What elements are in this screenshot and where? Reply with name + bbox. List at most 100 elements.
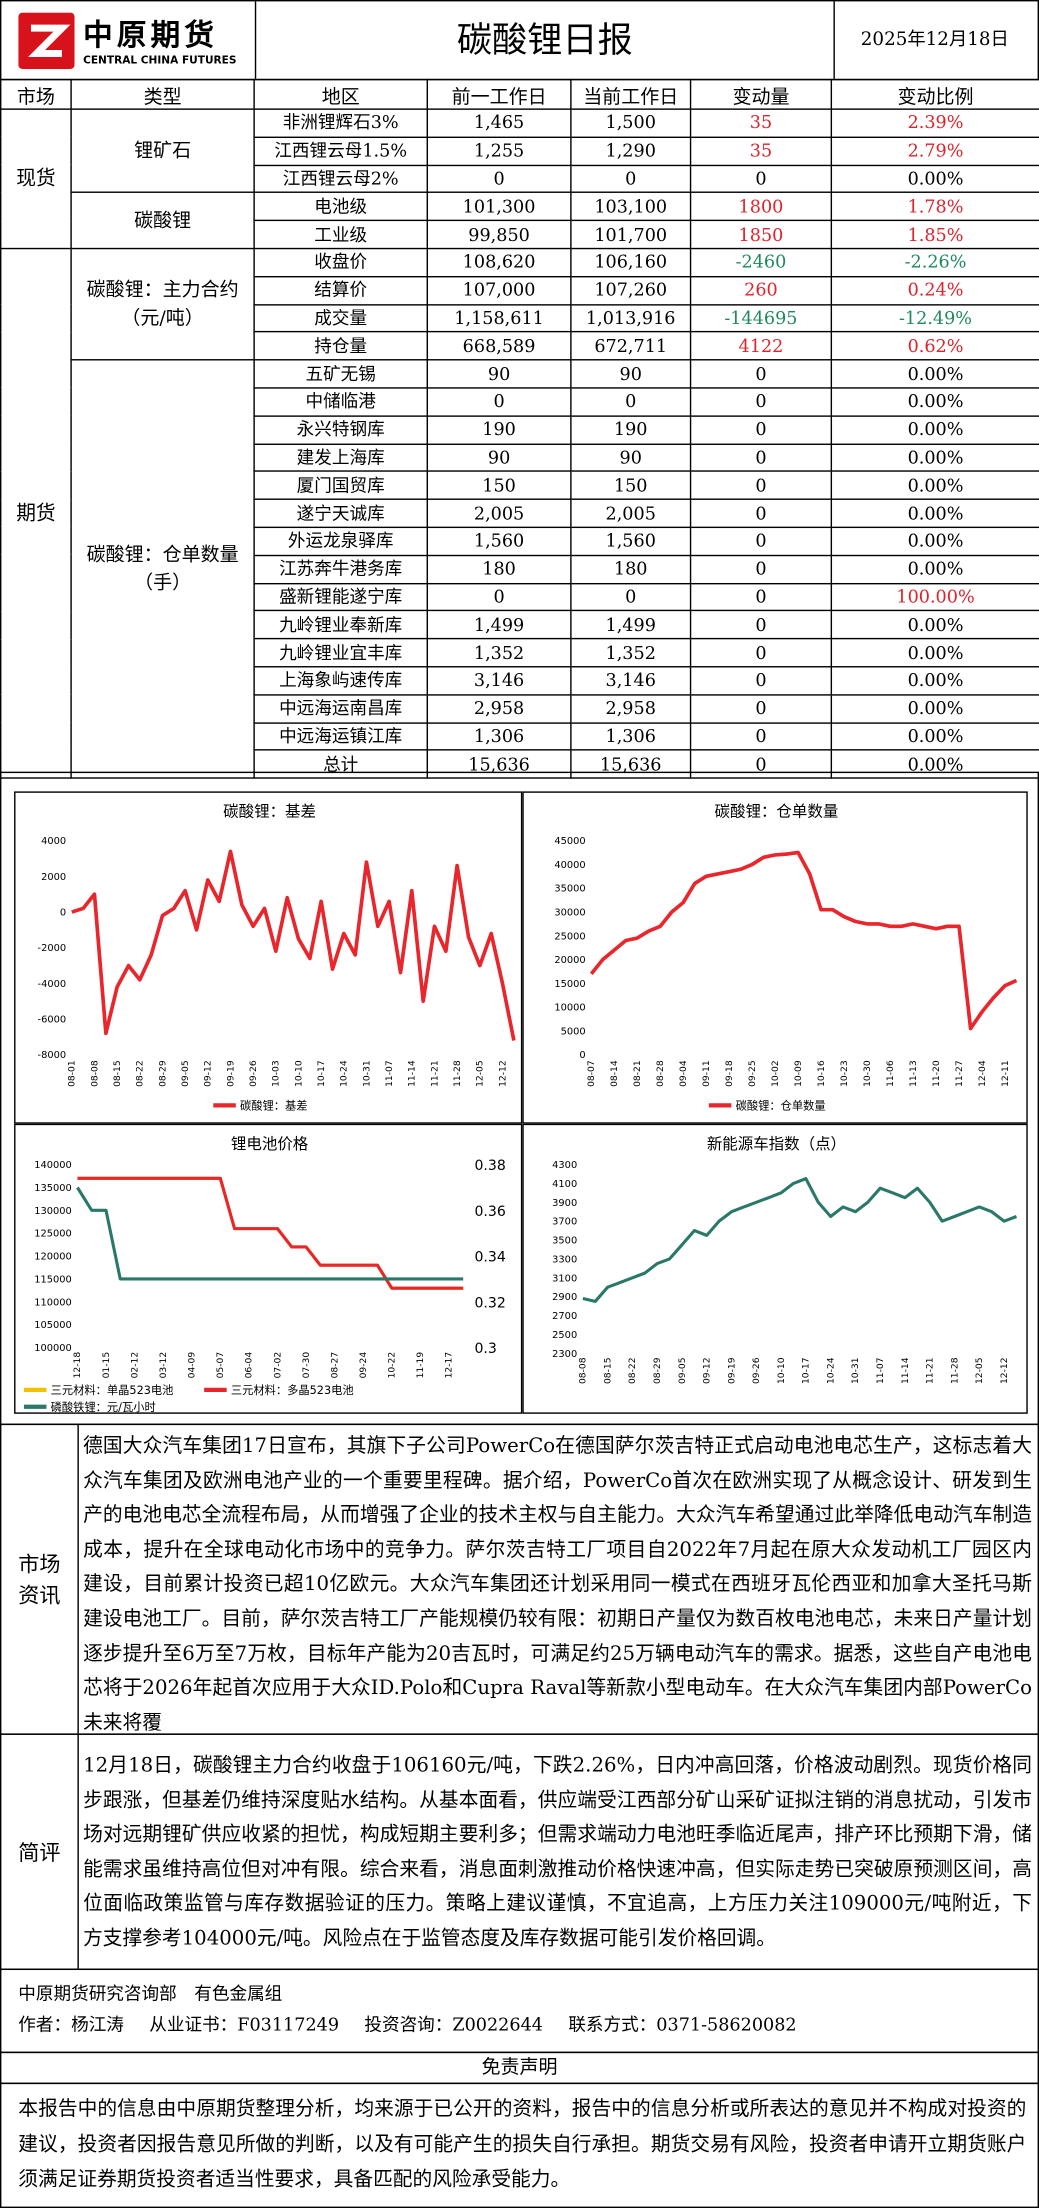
- contact: 联系方式：0371-58620082: [568, 2013, 797, 2035]
- x-tick-label: 08-07: [587, 1060, 597, 1087]
- legend-label: 磷酸铁锂：元/瓦小时: [51, 1400, 156, 1414]
- prev-value: 190: [426, 415, 572, 445]
- curr-value: 90: [570, 359, 692, 389]
- region: 建发上海库: [253, 442, 428, 473]
- curr-value: 1,560: [570, 526, 692, 556]
- region: 江苏奔牛港务库: [253, 554, 428, 584]
- department: 中原期货研究咨询部 有色金属组: [18, 1982, 283, 2004]
- x-tick-label: 09-04: [679, 1060, 689, 1087]
- region: 五矿无锡: [253, 359, 428, 389]
- change-pct: 2.39%: [830, 108, 1039, 138]
- region: 盛新锂能遂宁库: [253, 582, 428, 612]
- x-tick-label: 09-11: [702, 1060, 712, 1087]
- x-tick-label: 10-03: [272, 1060, 282, 1087]
- table-row: 中储临港 0 0 0 0.00%: [1, 387, 1039, 417]
- author: 作者：杨江涛: [18, 2013, 124, 2035]
- x-tick-label: 11-13: [909, 1060, 919, 1087]
- change-pct: 0.00%: [830, 665, 1039, 696]
- change: 35: [689, 136, 833, 166]
- y-tick-label: 30000: [554, 908, 585, 919]
- curr-value: 672,711: [570, 331, 692, 361]
- change: 0: [689, 721, 833, 752]
- y2-tick-label: 0.32: [474, 1295, 505, 1311]
- y-tick-label: -8000: [38, 1050, 67, 1061]
- curr-value: 15,636: [570, 749, 692, 779]
- chart-title: 新能源车指数（点）: [707, 1135, 846, 1153]
- curr-value: 2,958: [570, 693, 692, 724]
- change-pct: 0.00%: [830, 387, 1039, 417]
- curr-value: 0: [570, 582, 692, 612]
- chart: 碳酸锂：仓单数量 0 5000 10000 15000 20000 25000 30000 35…: [522, 791, 1028, 1124]
- change-pct: -12.49%: [830, 303, 1039, 333]
- y-tick-label: 10000: [554, 1003, 585, 1014]
- footer: 中原期货研究咨询部 有色金属组 作者：杨江涛 从业证书：F03117249 投资…: [0, 1968, 1039, 2054]
- disclaimer-text: 本报告中的信息由中原期货整理分析，均来源于已公开的资料，报告中的信息分析或所表达…: [18, 2098, 1027, 2192]
- change: 35: [689, 108, 833, 138]
- logo-name: 中原期货: [83, 16, 219, 53]
- x-tick-label: 01-15: [102, 1352, 112, 1379]
- change: 0: [689, 387, 833, 417]
- change-pct: 0.00%: [830, 415, 1039, 445]
- advisory: 投资咨询：Z0022644: [364, 2013, 543, 2035]
- comment-text: 12月18日，碳酸锂主力合约收盘于106160元/吨，下跌2.26%，日内冲高回…: [83, 1754, 1032, 1951]
- x-tick-label: 08-28: [656, 1060, 666, 1087]
- y-tick-label: 2000: [41, 872, 66, 883]
- license: 从业证书：F03117249: [149, 2013, 340, 2035]
- y-tick-label: 20000: [554, 955, 585, 966]
- x-tick-label: 09-24: [359, 1352, 369, 1379]
- change-pct: 0.00%: [830, 749, 1039, 779]
- curr-value: 190: [570, 415, 692, 445]
- logo-english: CENTRAL CHINA FUTURES: [83, 53, 237, 67]
- header-cell: 类型: [70, 78, 255, 110]
- region: 工业级: [253, 219, 428, 250]
- y-tick-label: 3500: [552, 1236, 577, 1247]
- curr-value: 3,146: [570, 665, 692, 696]
- legend-label: 碳酸锂：仓单数量: [736, 1099, 826, 1113]
- prev-value: 2,958: [426, 693, 572, 724]
- region: 中远海运镇江库: [253, 721, 428, 752]
- table-row: 永兴特钢库 190 190 0 0.00%: [1, 415, 1039, 445]
- table-row: 九岭锂业宜丰库 1,352 1,352 0 0.00%: [1, 638, 1039, 668]
- y-tick-label: 3700: [552, 1217, 577, 1228]
- x-tick-label: 10-23: [840, 1060, 850, 1087]
- series-line: [71, 849, 516, 1041]
- curr-value: 90: [570, 442, 692, 473]
- region: 上海象屿速传库: [253, 665, 428, 696]
- author-line: 作者：杨江涛 从业证书：F03117249 投资咨询：Z0022644 联系方式…: [18, 2009, 796, 2036]
- y-tick-label: 4300: [552, 1160, 577, 1171]
- curr-value: 180: [570, 554, 692, 584]
- prev-value: 15,636: [426, 749, 572, 779]
- x-tick-label: 12-12: [498, 1060, 508, 1087]
- prev-value: 1,158,611: [426, 303, 572, 333]
- change-pct: 0.00%: [830, 638, 1039, 668]
- logo-icon: [18, 12, 75, 69]
- x-tick-label: 09-25: [748, 1060, 758, 1087]
- prev-value: 0: [426, 582, 572, 612]
- x-tick-label: 10-22: [388, 1352, 398, 1379]
- y-tick-label: 45000: [554, 836, 585, 847]
- x-tick-label: 12-12: [1000, 1357, 1010, 1384]
- prev-value: 1,352: [426, 638, 572, 668]
- change: 0: [689, 442, 833, 473]
- x-tick-label: 11-21: [430, 1060, 440, 1087]
- price-table: 市场 类型 地区 前一工作日 当前工作日 变动量 变动比例 现货 锂矿石 非洲锂辉石3% 1,465…: [0, 78, 1039, 779]
- disclaimer-section: 本报告中的信息由中原期货整理分析，均来源于已公开的资料，报告中的信息分析或所表达…: [0, 2082, 1039, 2208]
- curr-value: 0: [570, 164, 692, 194]
- y-tick-label: 3900: [552, 1198, 577, 1209]
- change-pct: 0.00%: [830, 359, 1039, 389]
- series-line: [77, 1176, 464, 1290]
- prev-value: 0: [426, 387, 572, 417]
- header-cell: 变动量: [689, 78, 833, 110]
- x-tick-label: 10-09: [794, 1060, 804, 1087]
- news-label: 市场资讯: [18, 1551, 61, 1608]
- x-tick-label: 12-04: [978, 1060, 988, 1087]
- prev-value: 101,300: [426, 192, 572, 222]
- region: 中储临港: [253, 387, 428, 417]
- type-cell: 锂矿石: [70, 108, 255, 194]
- x-tick-label: 10-30: [863, 1060, 873, 1087]
- x-tick-label: 05-07: [216, 1352, 226, 1379]
- table-row: 碳酸锂 电池级 101,300 103,100 1800 1.78%: [1, 192, 1039, 250]
- prev-value: 1,465: [426, 108, 572, 138]
- x-tick-label: 04-09: [188, 1352, 198, 1379]
- x-tick-label: 08-29: [653, 1357, 663, 1384]
